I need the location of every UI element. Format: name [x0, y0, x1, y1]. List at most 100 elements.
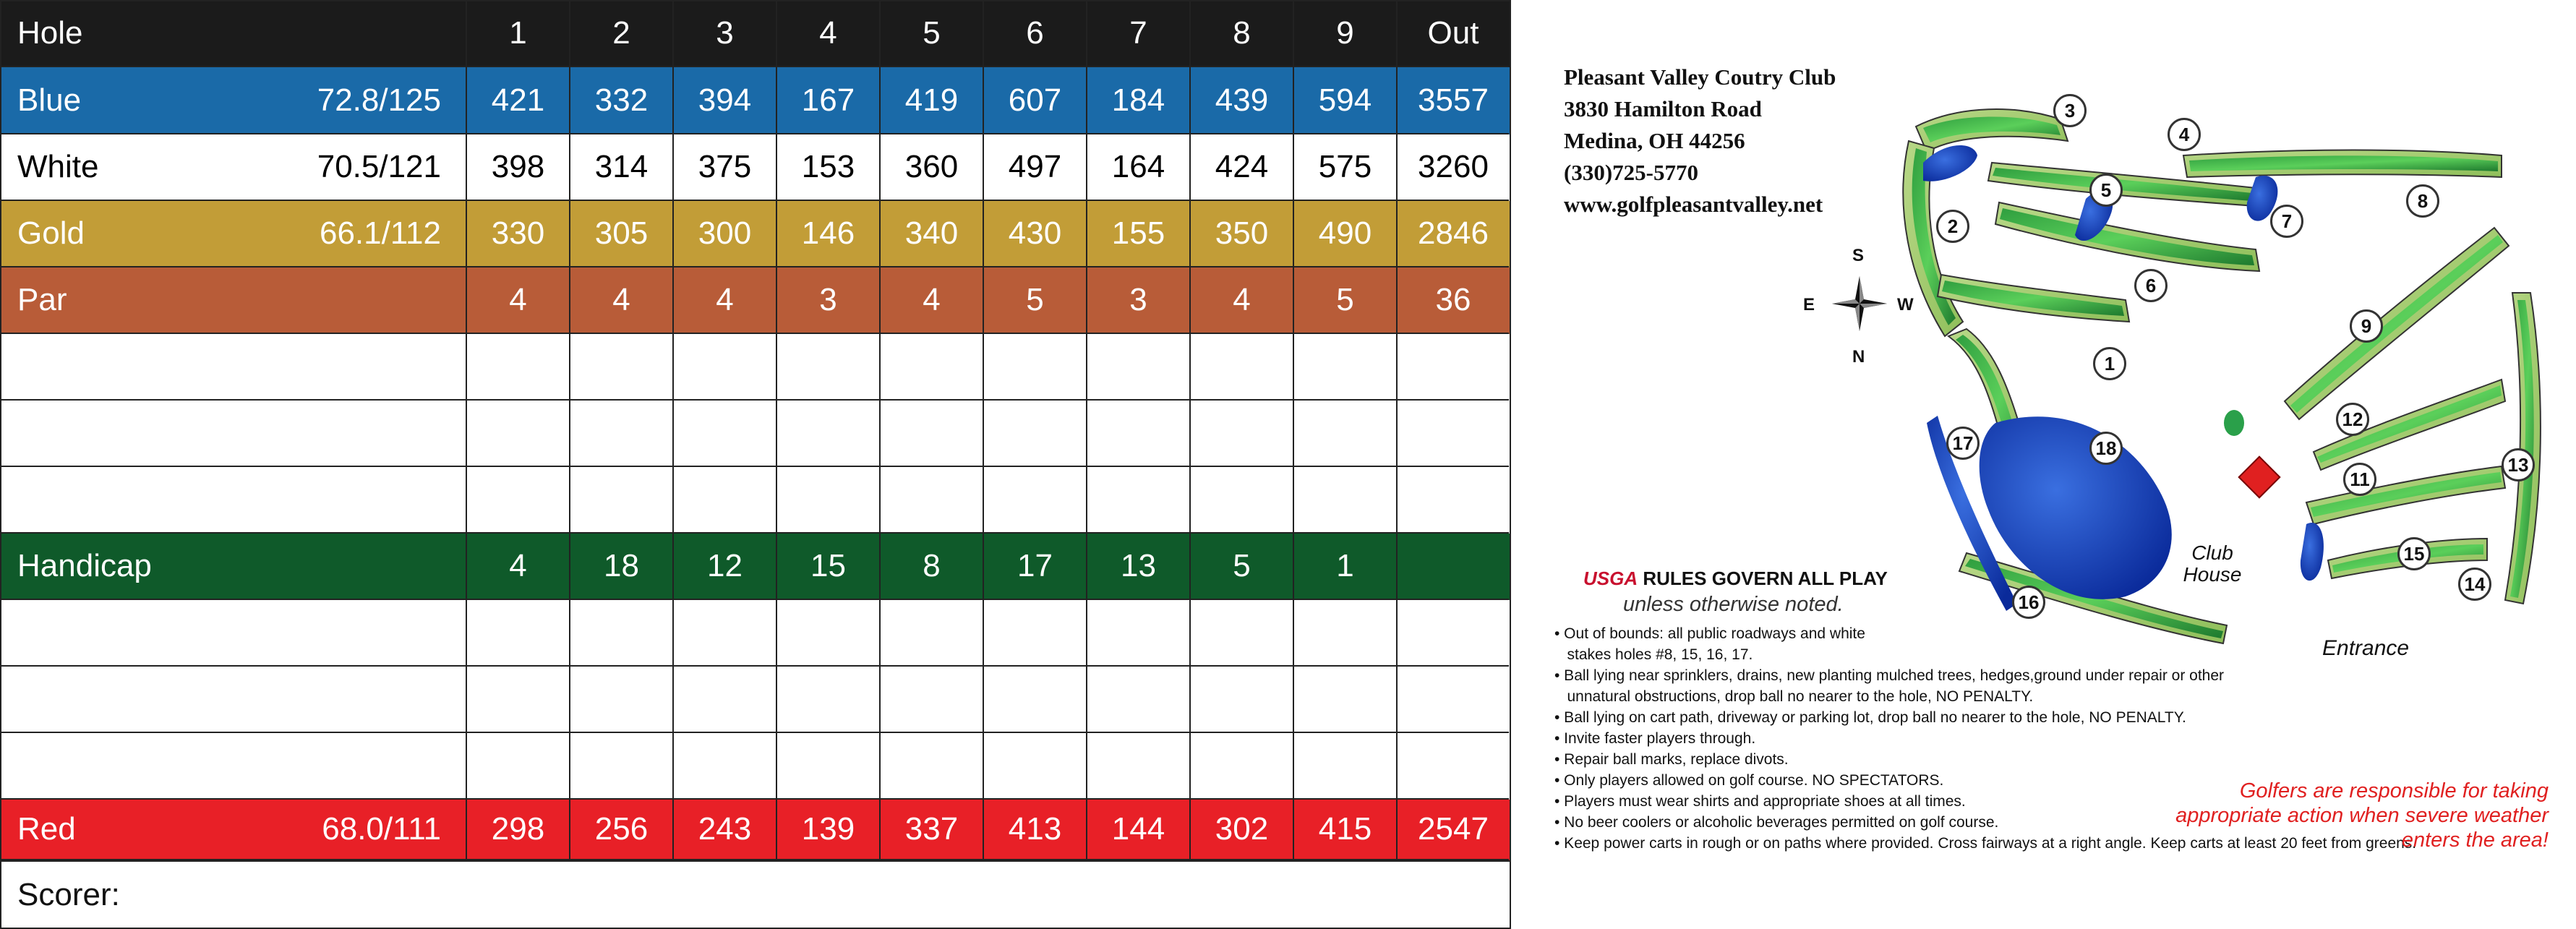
hole-value: 7 [1087, 0, 1191, 67]
score-cell[interactable] [674, 334, 777, 401]
score-cell[interactable] [777, 667, 881, 733]
row-label [0, 667, 289, 733]
hole-marker-3: 3 [2053, 94, 2087, 127]
score-cell[interactable] [467, 401, 570, 467]
course-rating: 66.1/112 [289, 201, 467, 267]
out-score-cell[interactable] [1398, 733, 1509, 800]
rule-item: stakes holes #8, 15, 16, 17. [1554, 646, 1753, 663]
out-score-cell[interactable] [1398, 401, 1509, 467]
score-cell[interactable] [674, 467, 777, 534]
score-cell[interactable] [674, 401, 777, 467]
hole-value: 9 [1294, 0, 1398, 67]
hole-marker-16: 16 [2012, 586, 2045, 619]
score-cell[interactable] [570, 733, 674, 800]
hole-value: 155 [1087, 201, 1191, 267]
row-label [0, 467, 289, 534]
hole-value: 594 [1294, 67, 1398, 134]
score-cell[interactable] [881, 467, 984, 534]
score-cell[interactable] [570, 600, 674, 667]
out-total: 2547 [1398, 800, 1509, 860]
hole-value: 18 [570, 534, 674, 600]
score-cell[interactable] [467, 600, 570, 667]
hole-value: 4 [467, 534, 570, 600]
score-cell[interactable] [674, 733, 777, 800]
out-score-cell[interactable] [1398, 334, 1509, 401]
tee-row-red: Red 68.0/111 298 256 243 139 337 413 144 302 415 25… [0, 800, 1510, 860]
row-label [0, 334, 289, 401]
course-rating [289, 534, 467, 600]
score-cell[interactable] [570, 667, 674, 733]
score-cell[interactable] [1294, 733, 1398, 800]
clubhouse-icon [2238, 455, 2281, 499]
row-label: Hole [0, 0, 289, 67]
score-cell[interactable] [984, 733, 1087, 800]
score-cell[interactable] [881, 401, 984, 467]
rule-item: • Ball lying on cart path, driveway or p… [1554, 709, 2186, 726]
score-cell[interactable] [1191, 667, 1294, 733]
hole-value: 184 [1087, 67, 1191, 134]
score-cell[interactable] [777, 733, 881, 800]
compass-s-label: S [1852, 246, 1865, 265]
out-score-cell[interactable] [1398, 600, 1509, 667]
score-cell[interactable] [1087, 600, 1191, 667]
hole-value: 394 [674, 67, 777, 134]
score-cell[interactable] [1294, 467, 1398, 534]
hole-value: 421 [467, 67, 570, 134]
score-cell[interactable] [467, 733, 570, 800]
score-cell[interactable] [984, 334, 1087, 401]
compass-rose-icon [1832, 276, 1887, 331]
score-cell[interactable] [984, 600, 1087, 667]
scorer-field[interactable]: Scorer: [0, 860, 1510, 928]
score-cell[interactable] [1087, 733, 1191, 800]
score-cell[interactable] [1087, 467, 1191, 534]
score-cell[interactable] [881, 733, 984, 800]
out-score-cell[interactable] [1398, 467, 1509, 534]
score-cell[interactable] [1191, 334, 1294, 401]
score-cell[interactable] [1087, 667, 1191, 733]
score-cell[interactable] [467, 667, 570, 733]
score-cell[interactable] [1294, 334, 1398, 401]
score-cell[interactable] [881, 600, 984, 667]
score-cell[interactable] [674, 600, 777, 667]
score-cell[interactable] [1294, 667, 1398, 733]
score-cell[interactable] [1191, 600, 1294, 667]
hole-value: 424 [1191, 134, 1294, 201]
score-cell[interactable] [467, 334, 570, 401]
score-cell[interactable] [777, 600, 881, 667]
score-entry-row [0, 600, 1510, 667]
hole-value: 607 [984, 67, 1087, 134]
hole-value: 5 [1191, 534, 1294, 600]
score-cell[interactable] [1087, 334, 1191, 401]
score-cell[interactable] [1191, 467, 1294, 534]
score-cell[interactable] [777, 467, 881, 534]
score-cell[interactable] [881, 334, 984, 401]
out-total: 3260 [1398, 134, 1509, 201]
score-cell[interactable] [1294, 401, 1398, 467]
score-cell[interactable] [1191, 733, 1294, 800]
score-cell[interactable] [570, 401, 674, 467]
club-website[interactable]: www.golfpleasantvalley.net [1564, 192, 1823, 217]
out-score-cell[interactable] [1398, 667, 1509, 733]
hole-marker-2: 2 [1936, 210, 1969, 243]
score-entry-row [0, 467, 1510, 534]
score-cell[interactable] [1294, 600, 1398, 667]
score-cell[interactable] [984, 467, 1087, 534]
score-cell[interactable] [467, 467, 570, 534]
hole-value: 8 [881, 534, 984, 600]
rule-item: • Repair ball marks, replace divots. [1554, 751, 1789, 768]
score-entry-row [0, 334, 1510, 401]
score-cell[interactable] [881, 667, 984, 733]
score-cell[interactable] [674, 667, 777, 733]
rule-item: • Ball lying near sprinklers, drains, ne… [1554, 667, 2225, 684]
rule-item: unnatural obstructions, drop ball no nea… [1554, 688, 2034, 705]
score-cell[interactable] [570, 467, 674, 534]
hole-value: 575 [1294, 134, 1398, 201]
score-cell[interactable] [570, 334, 674, 401]
score-cell[interactable] [1087, 401, 1191, 467]
score-cell[interactable] [777, 334, 881, 401]
score-cell[interactable] [984, 401, 1087, 467]
score-cell[interactable] [1191, 401, 1294, 467]
score-cell[interactable] [984, 667, 1087, 733]
score-cell[interactable] [777, 401, 881, 467]
compass-w-label: W [1897, 295, 1914, 314]
